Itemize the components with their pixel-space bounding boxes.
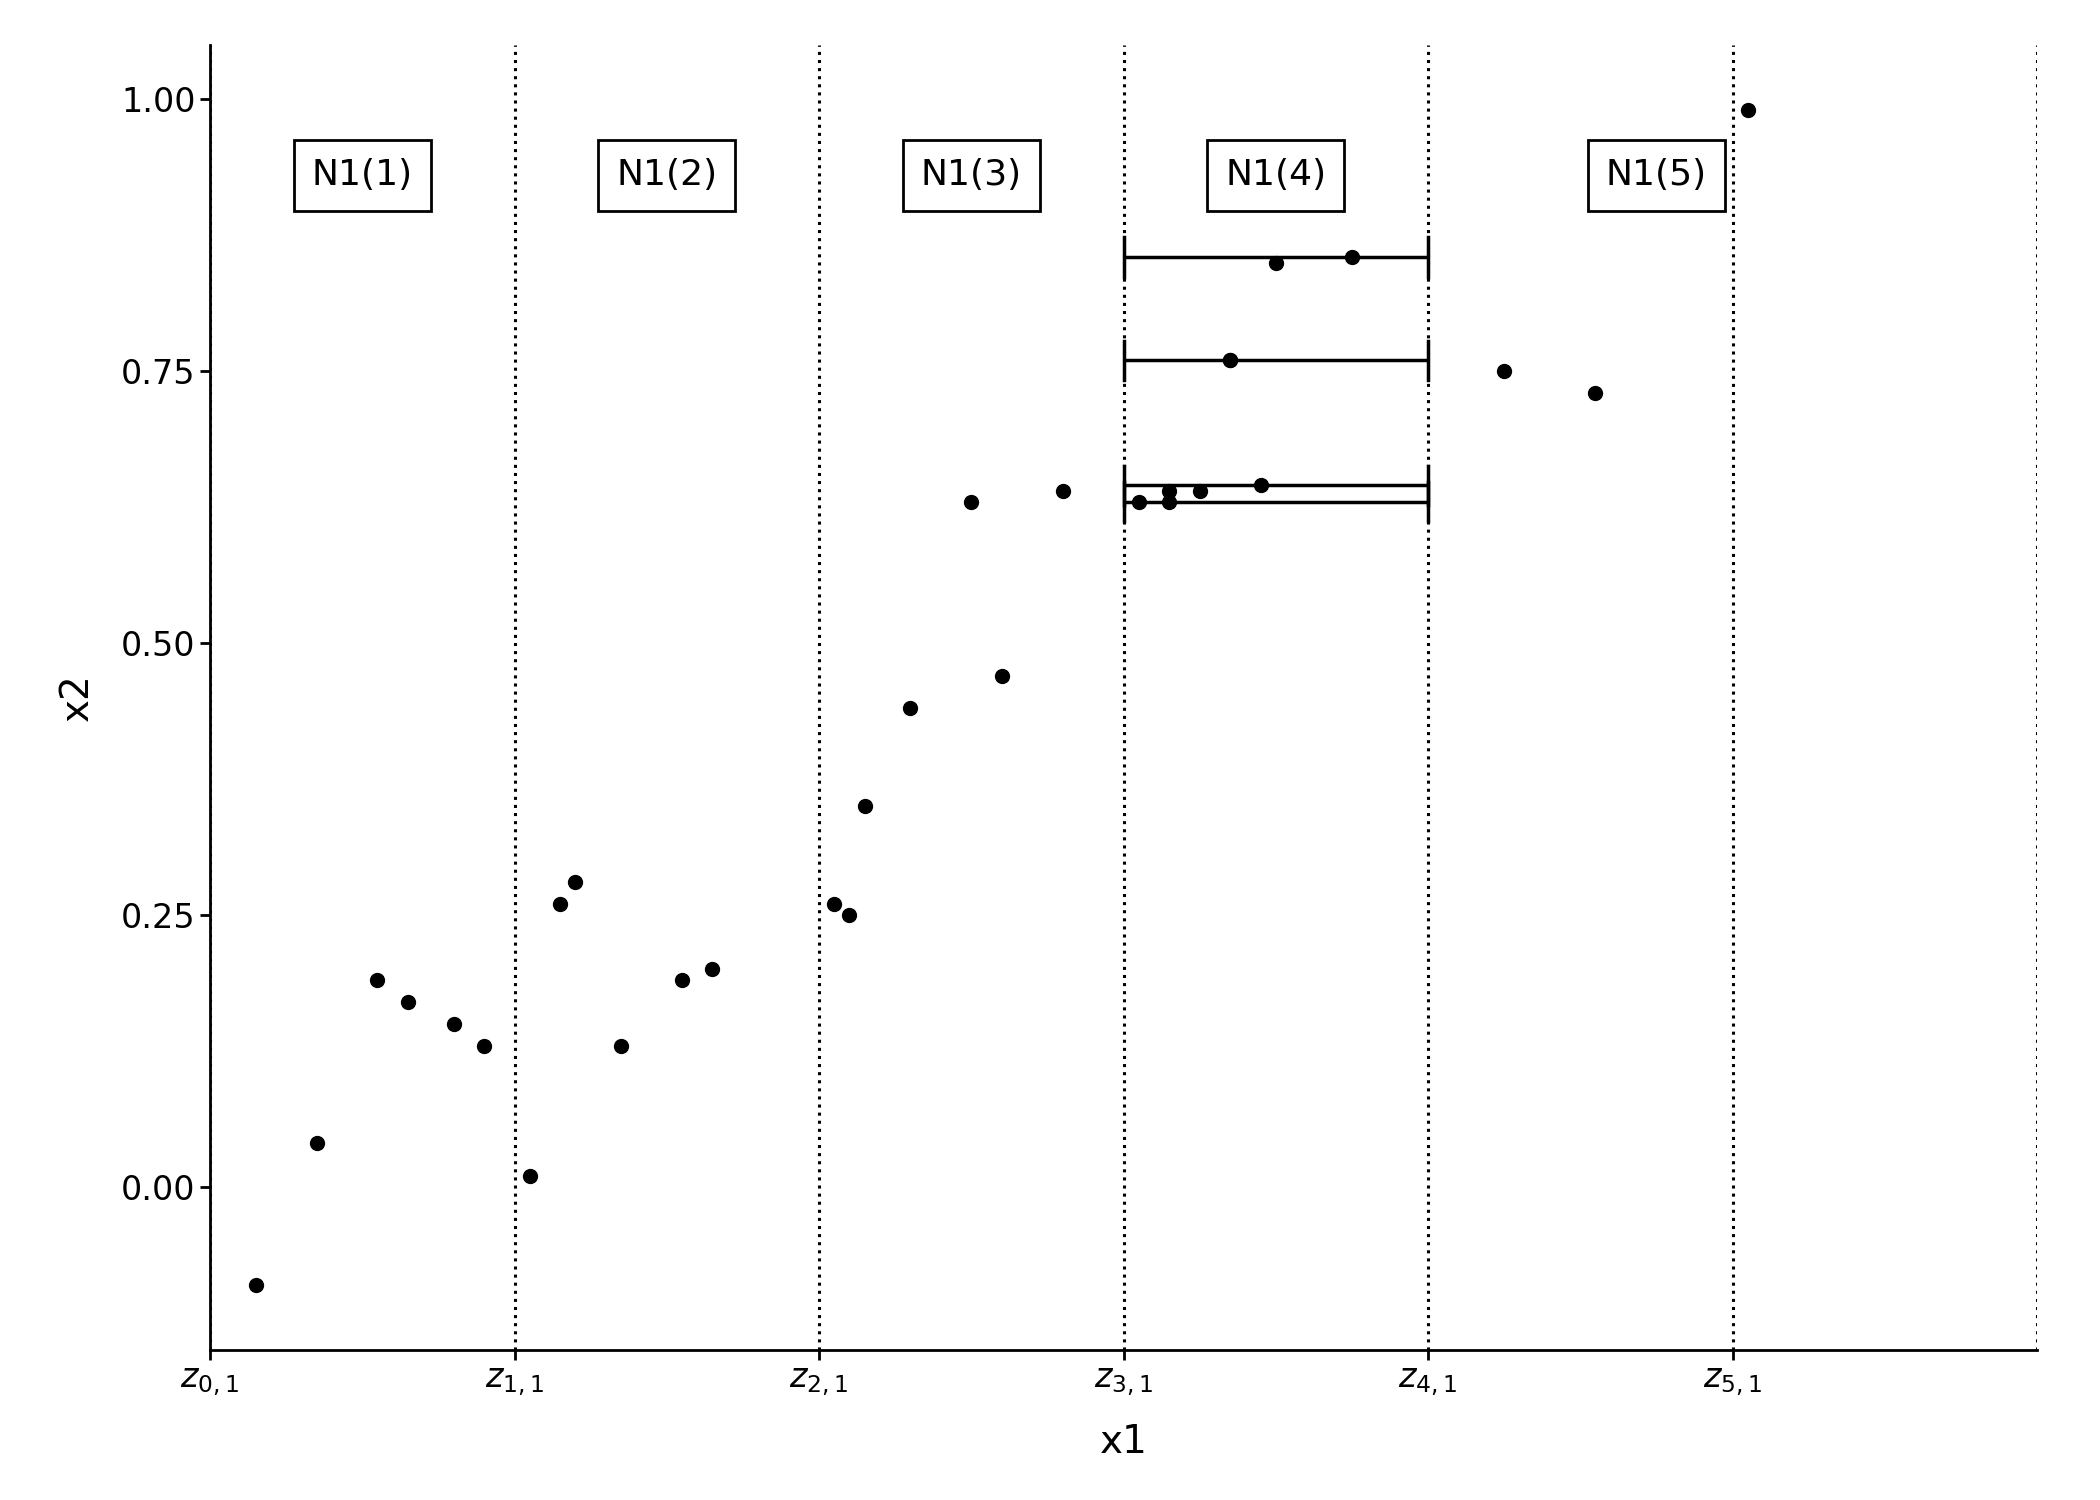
Point — [848, 795, 882, 819]
Point — [1153, 478, 1186, 502]
Point — [239, 1272, 273, 1296]
Point — [985, 663, 1018, 687]
Point — [512, 1164, 546, 1188]
Point — [559, 870, 592, 894]
X-axis label: x1: x1 — [1100, 1422, 1147, 1461]
Y-axis label: x2: x2 — [59, 674, 97, 722]
Point — [391, 990, 424, 1014]
Point — [1121, 489, 1155, 513]
Point — [695, 957, 729, 981]
Text: N1(5): N1(5) — [1606, 159, 1707, 192]
Text: N1(4): N1(4) — [1224, 159, 1327, 192]
Text: N1(2): N1(2) — [615, 159, 718, 192]
Point — [817, 892, 850, 916]
Point — [544, 892, 578, 916]
Point — [832, 903, 867, 927]
Point — [666, 969, 699, 993]
Point — [1730, 99, 1764, 123]
Point — [1214, 348, 1247, 372]
Point — [1182, 478, 1216, 502]
Point — [1153, 489, 1186, 513]
Point — [437, 1011, 470, 1035]
Point — [953, 489, 989, 513]
Point — [1046, 478, 1079, 502]
Point — [300, 1131, 334, 1155]
Point — [1579, 381, 1613, 405]
Point — [1214, 348, 1247, 372]
Point — [605, 1034, 638, 1058]
Point — [466, 1034, 502, 1058]
Point — [1336, 244, 1369, 268]
Point — [361, 969, 395, 993]
Text: N1(3): N1(3) — [920, 159, 1023, 192]
Text: N1(1): N1(1) — [311, 159, 414, 192]
Point — [892, 696, 926, 720]
Point — [1487, 360, 1520, 384]
Point — [1260, 251, 1294, 274]
Point — [1243, 474, 1277, 498]
